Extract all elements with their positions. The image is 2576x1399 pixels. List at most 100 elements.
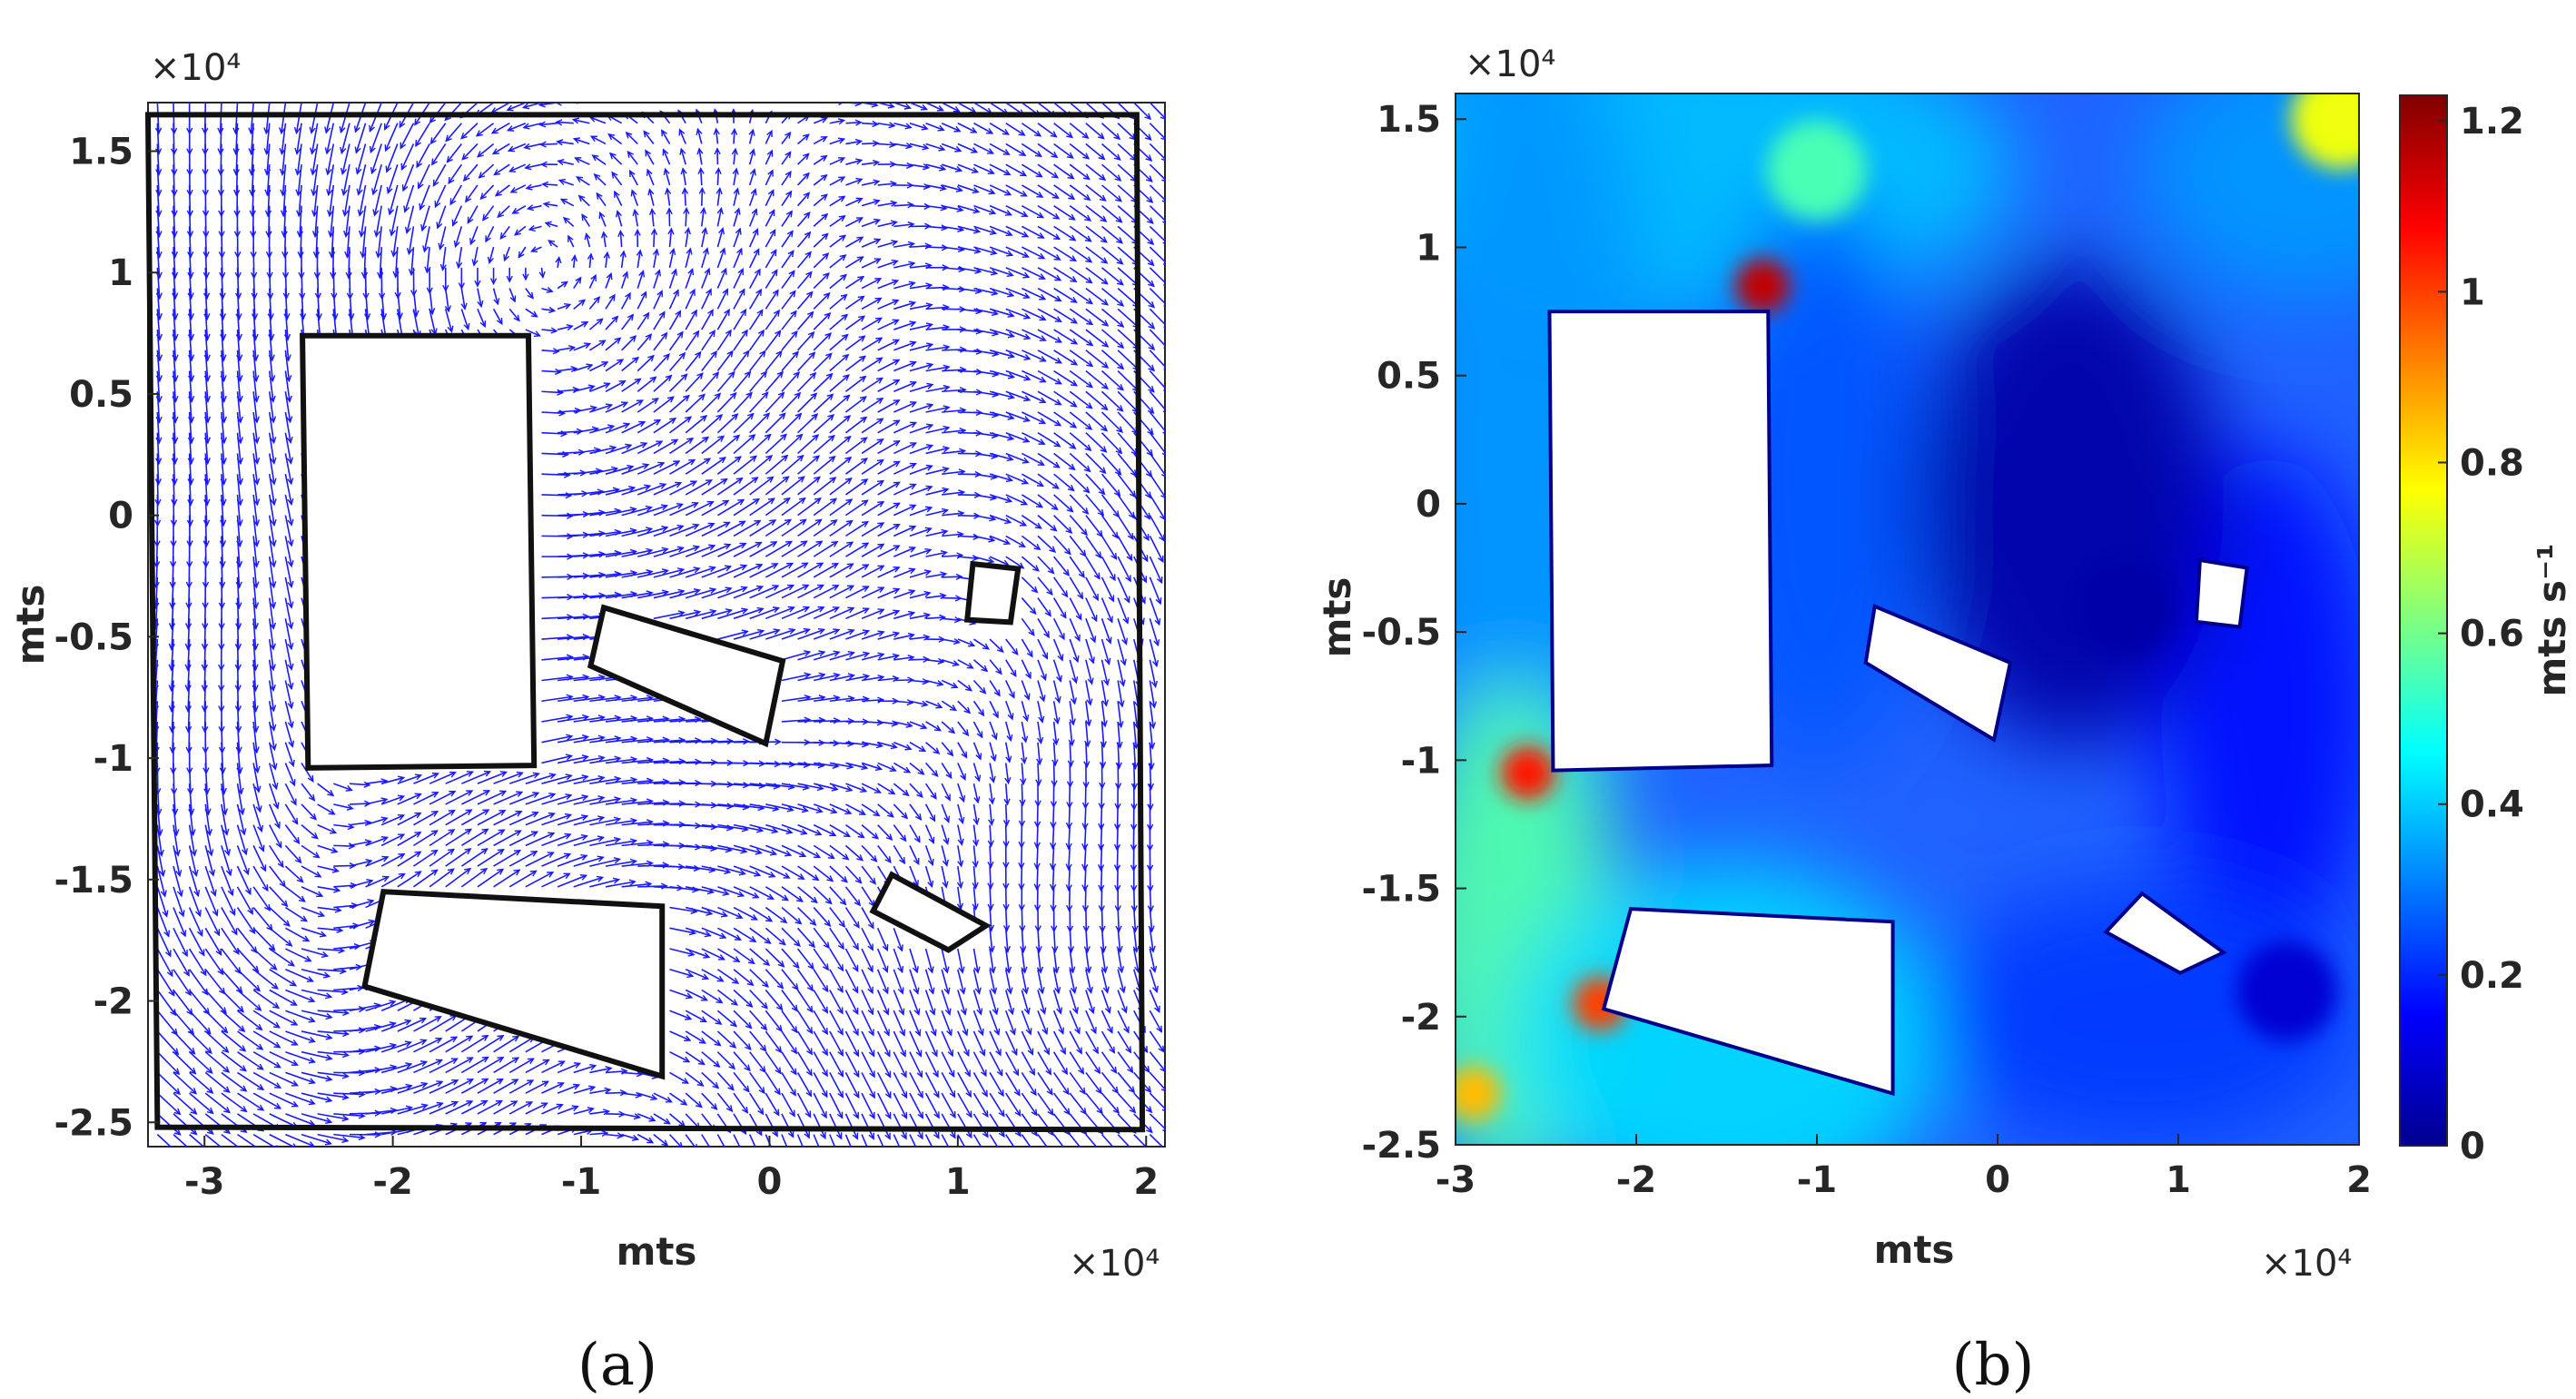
quiver-arrowhead bbox=[420, 1081, 429, 1089]
quiver-arrow bbox=[765, 1051, 782, 1074]
quiver-arrow bbox=[491, 123, 510, 134]
quiver-arrow bbox=[605, 401, 628, 413]
quiver-arrowhead bbox=[654, 419, 662, 426]
quiver-arrowhead bbox=[188, 395, 195, 403]
quiver-arrowhead bbox=[155, 251, 163, 259]
quiver-arrowhead bbox=[218, 602, 226, 610]
quiver-arrowhead bbox=[220, 333, 227, 341]
quiver-arrowhead bbox=[481, 1056, 489, 1063]
quiver-arrowhead bbox=[526, 204, 535, 212]
quiver-arrow bbox=[236, 721, 241, 753]
quiver-arrowhead bbox=[697, 167, 705, 175]
quiver-arrowhead bbox=[174, 1149, 180, 1155]
quiver-arrowhead bbox=[268, 354, 275, 362]
quiver-arrow bbox=[477, 771, 507, 784]
quiver-arrow bbox=[598, 212, 607, 227]
quiver-arrowhead bbox=[513, 314, 520, 322]
quiver-arrow bbox=[301, 927, 326, 937]
quiver-arrow bbox=[696, 129, 703, 144]
quiver-arrowhead bbox=[162, 910, 169, 918]
quiver-arrow bbox=[605, 1133, 623, 1138]
quiver-arrow bbox=[235, 164, 239, 196]
quiver-arrowhead bbox=[773, 309, 781, 317]
quiver-arrow bbox=[460, 790, 490, 805]
quiver-arrow bbox=[782, 94, 791, 103]
quiver-arrow bbox=[365, 836, 388, 847]
quiver-arrowhead bbox=[662, 148, 669, 156]
quiver-arrowhead bbox=[680, 167, 687, 175]
quiver-arrow bbox=[380, 814, 404, 826]
quiver-arrowhead bbox=[170, 540, 177, 548]
quiver-arrowhead bbox=[219, 271, 226, 280]
quiver-arrowhead bbox=[218, 705, 225, 714]
quiver-arrowhead bbox=[203, 787, 211, 795]
quiver-arrow bbox=[573, 277, 582, 290]
quiver-arrowhead bbox=[340, 968, 348, 975]
quiver-arrowhead bbox=[560, 281, 568, 288]
quiver-arrowhead bbox=[680, 1099, 688, 1106]
quiver-arrow bbox=[156, 391, 161, 423]
quiver-arrow bbox=[637, 355, 655, 372]
quiver-arrowhead bbox=[763, 959, 771, 967]
quiver-arrowhead bbox=[308, 1057, 316, 1064]
quiver-arrowhead bbox=[571, 117, 580, 124]
quiver-arrow bbox=[765, 762, 795, 766]
quiver-arrow bbox=[171, 701, 174, 733]
quiver-arrowhead bbox=[686, 438, 695, 445]
quiver-arrowhead bbox=[283, 333, 291, 341]
quiver-arrow bbox=[221, 391, 225, 423]
quiver-arrow bbox=[311, 123, 319, 154]
quiver-arrowhead bbox=[287, 580, 294, 588]
quiver-arrow bbox=[620, 292, 631, 310]
quiver-arrowhead bbox=[308, 996, 316, 1003]
quiver-arrowhead bbox=[739, 1148, 744, 1155]
quiver-arrow bbox=[236, 803, 245, 835]
quiver-arrow bbox=[541, 369, 561, 373]
quiver-arrow bbox=[285, 1133, 315, 1147]
quiver-arrow bbox=[465, 184, 479, 202]
quiver-arrow bbox=[781, 1051, 797, 1075]
quiver-arrow bbox=[781, 674, 811, 682]
quiver-arrow bbox=[404, 184, 415, 212]
quiver-arrowhead bbox=[465, 195, 472, 203]
quiver-arrow bbox=[386, 143, 399, 172]
quiver-arrowhead bbox=[296, 875, 304, 883]
quiver-arrow bbox=[701, 435, 725, 455]
quiver-arrow bbox=[541, 695, 573, 703]
quiver-arrowhead bbox=[814, 829, 823, 836]
quiver-arrowhead bbox=[369, 145, 376, 154]
quiver-arrow bbox=[749, 541, 777, 557]
quiver-arrow bbox=[573, 1129, 592, 1136]
quiver-arrowhead bbox=[766, 129, 773, 138]
quiver-arrow bbox=[685, 415, 707, 434]
quiver-arrowhead bbox=[218, 251, 226, 259]
quiver-arrowhead bbox=[405, 1062, 413, 1069]
quiver-arrowhead bbox=[256, 1063, 264, 1070]
quiver-arrowhead bbox=[785, 131, 792, 139]
quiver-arrowhead bbox=[380, 797, 389, 804]
quiver-arrow bbox=[796, 392, 817, 413]
quiver-arrowhead bbox=[647, 188, 655, 196]
quiver-arrow bbox=[360, 205, 367, 237]
quiver-arrow bbox=[749, 606, 779, 620]
quiver-arrow bbox=[797, 413, 818, 434]
quiver-arrowhead bbox=[171, 478, 178, 486]
quiver-arrowhead bbox=[155, 375, 163, 383]
quiver-arrow bbox=[267, 184, 271, 216]
quiver-arrow bbox=[797, 803, 823, 813]
quiver-arrowhead bbox=[153, 519, 162, 527]
quiver-arrow bbox=[188, 330, 192, 361]
quiver-arrow bbox=[380, 1020, 411, 1032]
quiver-arrow bbox=[349, 840, 371, 847]
quiver-arrowhead bbox=[449, 790, 457, 797]
quiver-arrow bbox=[541, 431, 567, 435]
quiver-arrowhead bbox=[272, 802, 280, 810]
quiver-arrow bbox=[669, 611, 700, 620]
quiver-arrowhead bbox=[270, 457, 277, 465]
quiver-arrowhead bbox=[783, 872, 791, 879]
quiver-arrowhead bbox=[719, 932, 727, 940]
quiver-arrow bbox=[221, 453, 225, 485]
quiver-arrowhead bbox=[403, 205, 410, 213]
quiver-arrowhead bbox=[548, 793, 557, 799]
quiver-arrow bbox=[733, 1051, 751, 1071]
